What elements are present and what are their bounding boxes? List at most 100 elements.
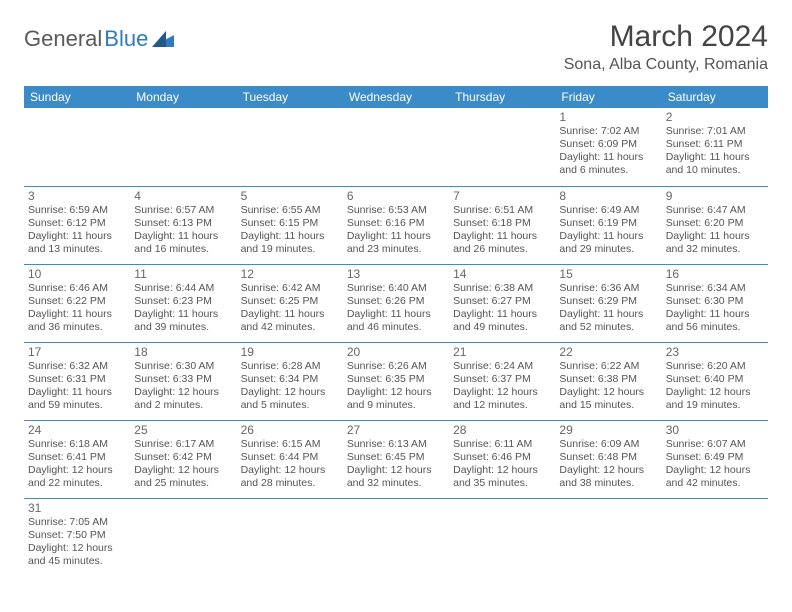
sunrise: Sunrise: 6:46 AM [28, 282, 126, 295]
sunset: Sunset: 6:49 PM [666, 451, 764, 464]
calendar-day: 15Sunrise: 6:36 AMSunset: 6:29 PMDayligh… [555, 264, 661, 342]
sunrise: Sunrise: 6:17 AM [134, 438, 232, 451]
sunset: Sunset: 6:34 PM [241, 373, 339, 386]
sunrise: Sunrise: 7:01 AM [666, 125, 764, 138]
sunrise: Sunrise: 6:24 AM [453, 360, 551, 373]
calendar-head: SundayMondayTuesdayWednesdayThursdayFrid… [24, 86, 768, 108]
sunset: Sunset: 6:26 PM [347, 295, 445, 308]
weekday-header: Wednesday [343, 86, 449, 108]
calendar-day: 23Sunrise: 6:20 AMSunset: 6:40 PMDayligh… [662, 342, 768, 420]
calendar-day: 31Sunrise: 7:05 AMSunset: 7:50 PMDayligh… [24, 498, 130, 576]
day-number: 19 [241, 345, 339, 359]
weekday-header: Tuesday [237, 86, 343, 108]
sunset: Sunset: 6:41 PM [28, 451, 126, 464]
daylight: Daylight: 11 hours and 56 minutes. [666, 308, 764, 334]
calendar-day: 24Sunrise: 6:18 AMSunset: 6:41 PMDayligh… [24, 420, 130, 498]
sunrise: Sunrise: 6:18 AM [28, 438, 126, 451]
daylight: Daylight: 11 hours and 49 minutes. [453, 308, 551, 334]
calendar-day: 4Sunrise: 6:57 AMSunset: 6:13 PMDaylight… [130, 186, 236, 264]
daylight: Daylight: 12 hours and 38 minutes. [559, 464, 657, 490]
sunrise: Sunrise: 6:26 AM [347, 360, 445, 373]
sunset: Sunset: 6:48 PM [559, 451, 657, 464]
sunrise: Sunrise: 6:07 AM [666, 438, 764, 451]
sunrise: Sunrise: 6:40 AM [347, 282, 445, 295]
calendar-empty [449, 108, 555, 186]
day-number: 14 [453, 267, 551, 281]
calendar-empty [449, 498, 555, 576]
calendar-day: 18Sunrise: 6:30 AMSunset: 6:33 PMDayligh… [130, 342, 236, 420]
sunrise: Sunrise: 6:42 AM [241, 282, 339, 295]
daylight: Daylight: 11 hours and 16 minutes. [134, 230, 232, 256]
sunrise: Sunrise: 6:44 AM [134, 282, 232, 295]
calendar-day: 28Sunrise: 6:11 AMSunset: 6:46 PMDayligh… [449, 420, 555, 498]
calendar-empty [343, 108, 449, 186]
daylight: Daylight: 11 hours and 59 minutes. [28, 386, 126, 412]
calendar-day: 26Sunrise: 6:15 AMSunset: 6:44 PMDayligh… [237, 420, 343, 498]
calendar-day: 2Sunrise: 7:01 AMSunset: 6:11 PMDaylight… [662, 108, 768, 186]
daylight: Daylight: 11 hours and 46 minutes. [347, 308, 445, 334]
day-number: 1 [559, 110, 657, 124]
day-number: 4 [134, 189, 232, 203]
day-number: 2 [666, 110, 764, 124]
logo: GeneralBlue [24, 20, 174, 52]
calendar-body: 1Sunrise: 7:02 AMSunset: 6:09 PMDaylight… [24, 108, 768, 576]
daylight: Daylight: 12 hours and 25 minutes. [134, 464, 232, 490]
sunrise: Sunrise: 6:32 AM [28, 360, 126, 373]
calendar-empty [24, 108, 130, 186]
sunrise: Sunrise: 6:49 AM [559, 204, 657, 217]
calendar-day: 5Sunrise: 6:55 AMSunset: 6:15 PMDaylight… [237, 186, 343, 264]
sunset: Sunset: 6:33 PM [134, 373, 232, 386]
day-number: 16 [666, 267, 764, 281]
daylight: Daylight: 11 hours and 52 minutes. [559, 308, 657, 334]
sunset: Sunset: 6:37 PM [453, 373, 551, 386]
logo-icon [152, 31, 174, 47]
daylight: Daylight: 12 hours and 5 minutes. [241, 386, 339, 412]
sunset: Sunset: 6:44 PM [241, 451, 339, 464]
day-number: 3 [28, 189, 126, 203]
sunset: Sunset: 6:27 PM [453, 295, 551, 308]
sunrise: Sunrise: 6:11 AM [453, 438, 551, 451]
calendar-day: 7Sunrise: 6:51 AMSunset: 6:18 PMDaylight… [449, 186, 555, 264]
calendar-day: 10Sunrise: 6:46 AMSunset: 6:22 PMDayligh… [24, 264, 130, 342]
daylight: Daylight: 11 hours and 23 minutes. [347, 230, 445, 256]
sunset: Sunset: 6:45 PM [347, 451, 445, 464]
daylight: Daylight: 12 hours and 19 minutes. [666, 386, 764, 412]
sunset: Sunset: 6:25 PM [241, 295, 339, 308]
day-number: 5 [241, 189, 339, 203]
sunset: Sunset: 6:15 PM [241, 217, 339, 230]
day-number: 23 [666, 345, 764, 359]
sunset: Sunset: 6:13 PM [134, 217, 232, 230]
day-number: 21 [453, 345, 551, 359]
sunset: Sunset: 6:18 PM [453, 217, 551, 230]
header: GeneralBlue March 2024 Sona, Alba County… [24, 20, 768, 74]
sunset: Sunset: 6:09 PM [559, 138, 657, 151]
daylight: Daylight: 11 hours and 19 minutes. [241, 230, 339, 256]
daylight: Daylight: 12 hours and 32 minutes. [347, 464, 445, 490]
daylight: Daylight: 12 hours and 35 minutes. [453, 464, 551, 490]
sunrise: Sunrise: 7:05 AM [28, 516, 126, 529]
calendar-empty [130, 108, 236, 186]
title-block: March 2024 Sona, Alba County, Romania [564, 20, 768, 74]
daylight: Daylight: 12 hours and 28 minutes. [241, 464, 339, 490]
sunrise: Sunrise: 6:20 AM [666, 360, 764, 373]
sunset: Sunset: 6:38 PM [559, 373, 657, 386]
calendar-table: SundayMondayTuesdayWednesdayThursdayFrid… [24, 86, 768, 576]
sunset: Sunset: 6:30 PM [666, 295, 764, 308]
calendar-empty [555, 498, 661, 576]
sunrise: Sunrise: 6:28 AM [241, 360, 339, 373]
day-number: 13 [347, 267, 445, 281]
sunrise: Sunrise: 6:34 AM [666, 282, 764, 295]
day-number: 30 [666, 423, 764, 437]
day-number: 20 [347, 345, 445, 359]
sunset: Sunset: 6:16 PM [347, 217, 445, 230]
day-number: 26 [241, 423, 339, 437]
sunset: Sunset: 6:12 PM [28, 217, 126, 230]
day-number: 12 [241, 267, 339, 281]
day-number: 25 [134, 423, 232, 437]
calendar-day: 11Sunrise: 6:44 AMSunset: 6:23 PMDayligh… [130, 264, 236, 342]
day-number: 24 [28, 423, 126, 437]
weekday-header: Monday [130, 86, 236, 108]
daylight: Daylight: 11 hours and 13 minutes. [28, 230, 126, 256]
daylight: Daylight: 11 hours and 26 minutes. [453, 230, 551, 256]
calendar-day: 27Sunrise: 6:13 AMSunset: 6:45 PMDayligh… [343, 420, 449, 498]
